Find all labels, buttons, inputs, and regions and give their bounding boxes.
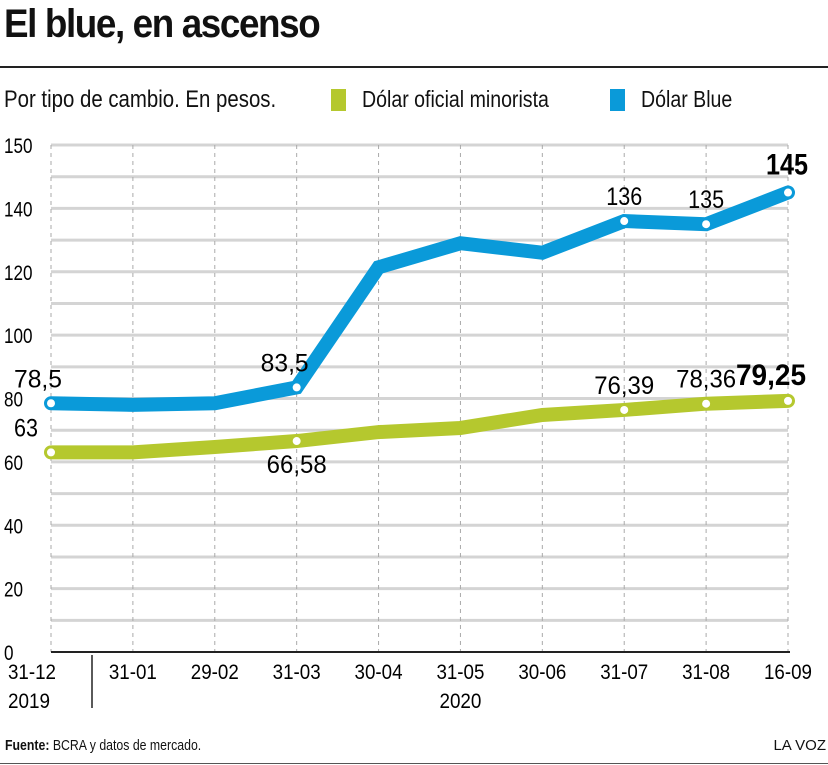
data-label: 145 [766, 149, 808, 182]
y-tick-label: 40 [4, 515, 23, 538]
x-tick-label: 31-03 [273, 661, 321, 684]
data-point [620, 405, 629, 414]
data-label: 78,5 [14, 365, 62, 393]
chart-title: El blue, en ascenso [4, 2, 321, 46]
source-label: Fuente: [5, 737, 50, 754]
x-tick-label: 31-01 [109, 661, 157, 684]
x-tick-label: 30-04 [355, 661, 403, 684]
y-tick-label: 120 [4, 262, 33, 285]
data-point [784, 396, 792, 405]
data-label: 136 [606, 183, 642, 211]
data-point [702, 220, 711, 229]
legend-item-blue: Dólar Blue [610, 86, 748, 113]
data-point [47, 448, 55, 457]
x-tick-label: 31-12 [8, 661, 56, 684]
data-point [47, 399, 55, 408]
legend-swatch-green [331, 88, 346, 111]
legend-item-oficial: Dólar oficial minorista [331, 86, 582, 113]
legend-label: Dólar Blue [641, 86, 733, 112]
data-point [620, 217, 629, 226]
y-tick-label: 140 [4, 198, 33, 221]
x-tick-label: 31-07 [600, 661, 648, 684]
data-point [702, 399, 711, 408]
legend-swatch-blue [610, 88, 625, 111]
y-tick-label: 80 [4, 389, 23, 412]
data-point [292, 437, 301, 446]
data-label: 83,5 [261, 349, 309, 377]
chart-subtitle: Por tipo de cambio. En pesos. [4, 86, 277, 113]
data-label: 76,39 [594, 372, 654, 400]
source-note: Fuente: BCRA y datos de mercado. [5, 737, 201, 754]
y-tick-label: 0 [4, 642, 14, 665]
x-tick-label: 29-02 [191, 661, 239, 684]
x-tick-label: 31-05 [436, 661, 484, 684]
x-tick-label: 16-09 [764, 661, 812, 684]
source-text: BCRA y datos de mercado. [52, 737, 202, 754]
data-point [292, 383, 301, 392]
legend-label: Dólar oficial minorista [362, 86, 549, 112]
data-label: 63 [14, 414, 38, 442]
y-tick-label: 150 [4, 135, 33, 158]
data-label: 66,58 [267, 451, 327, 479]
brand-label: LA VOZ [773, 737, 826, 754]
y-tick-label: 60 [4, 452, 23, 475]
y-tick-label: 20 [4, 579, 23, 602]
year-label: 2020 [439, 690, 481, 713]
title-divider [0, 66, 828, 68]
line-chart: 0 20 40 60 80 100 120 140 150 31-12 31-01 29-02 31-0… [4, 135, 812, 713]
x-tick-label: 31-08 [682, 661, 730, 684]
data-label: 78,36 [676, 366, 736, 394]
data-label: 135 [688, 186, 724, 214]
x-tick-label: 30-06 [518, 661, 566, 684]
data-point [784, 188, 792, 197]
footer-divider [0, 763, 828, 764]
year-label: 2019 [8, 690, 50, 713]
series-line-blue [44, 185, 795, 412]
data-label: 79,25 [736, 359, 806, 392]
series-line-oficial [44, 393, 795, 460]
y-tick-label: 100 [4, 325, 33, 348]
